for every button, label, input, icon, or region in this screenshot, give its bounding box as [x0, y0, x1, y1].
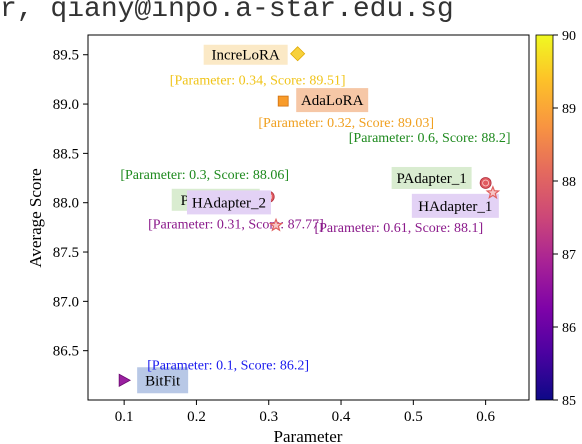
- circle-marker-ring: [482, 179, 490, 187]
- label-background: [137, 367, 189, 394]
- point-bitfit: BitFit[Parameter: 0.1, Score: 86.2]: [118, 358, 309, 394]
- point-label: IncreLoRA: [211, 48, 279, 64]
- y-tick-label: 89.0: [53, 97, 79, 113]
- x-tick-label: 0.4: [332, 409, 351, 425]
- colorbar-tick-label: 86: [562, 321, 576, 336]
- y-axis: 86.5 87.0 87.5 88.0 88.5 89.0 89.5: [53, 48, 88, 360]
- star-marker: [268, 217, 284, 232]
- point-adalora: AdaLoRA [Parameter: 0.32, Score: 89.03]: [258, 88, 434, 131]
- point-label: AdaLoRA: [301, 93, 364, 109]
- point-increlora: IncreLoRA [Parameter: 0.34, Score: 89.51]: [170, 44, 346, 89]
- x-tick-label: 0.2: [187, 409, 206, 425]
- data-points: IncreLoRA [Parameter: 0.34, Score: 89.51]…: [118, 44, 511, 394]
- colorbar-tick-label: 87: [562, 248, 576, 263]
- x-tick-label: 0.5: [404, 409, 423, 425]
- x-axis: 0.1 0.2 0.3 0.4 0.5 0.6: [115, 400, 495, 425]
- x-tick-label: 0.1: [115, 409, 134, 425]
- colorbar: [535, 34, 554, 401]
- header-url: r, qiany@inpo.a-star.edu.sg: [0, 0, 454, 25]
- point-annotation: [Parameter: 0.32, Score: 89.03]: [258, 116, 434, 131]
- y-axis-label: Average Score: [26, 168, 45, 267]
- point-annotation: [Parameter: 0.34, Score: 89.51]: [170, 74, 346, 89]
- point-label: HAdapter_2: [192, 195, 266, 211]
- square-marker: [277, 95, 289, 107]
- y-tick-label: 88.5: [53, 146, 79, 162]
- point-label: HAdapter_1: [418, 199, 492, 215]
- point-annotation: [Parameter: 0.6, Score: 88.2]: [349, 131, 511, 146]
- colorbar-tick-label: 89: [562, 102, 576, 117]
- colorbar-tick-label: 88: [562, 175, 576, 190]
- y-tick-label: 89.5: [53, 48, 79, 64]
- colorbar-axis: 85 86 87 88 89 90: [553, 29, 576, 409]
- point-hadapter-2: HAdapter_2 [Parameter: 0.31, Score: 87.77…: [148, 190, 324, 232]
- x-tick-label: 0.3: [259, 409, 278, 425]
- label-background: [296, 88, 369, 113]
- star-marker: [485, 185, 501, 200]
- y-tick-label: 87.0: [53, 294, 79, 310]
- colorbar-tick-label: 90: [562, 29, 576, 44]
- label-background: [391, 166, 472, 189]
- x-axis-label: Parameter: [274, 427, 343, 444]
- point-annotation: [Parameter: 0.3, Score: 88.06]: [120, 168, 289, 183]
- y-tick-label: 86.5: [53, 344, 79, 360]
- label-background: [203, 44, 288, 65]
- plot-frame: [87, 34, 530, 401]
- circle-marker: [479, 177, 492, 189]
- y-tick-label: 88.0: [53, 196, 79, 212]
- point-label: BitFit: [145, 373, 181, 389]
- point-annotation: [Parameter: 0.61, Score: 88.1]: [314, 221, 483, 236]
- label-background: [411, 193, 499, 218]
- point-padapter-1: PAdapter_1 [Parameter: 0.6, Score: 88.2]: [349, 131, 511, 189]
- triangle-marker: [118, 373, 131, 387]
- diamond-marker: [290, 46, 306, 62]
- point-annotation: [Parameter: 0.31, Score: 87.77]: [148, 217, 324, 232]
- colorbar-tick-label: 85: [562, 394, 576, 409]
- x-tick-label: 0.6: [476, 409, 495, 425]
- point-label: PAdapter_1: [396, 171, 466, 187]
- label-background: [186, 190, 271, 215]
- y-tick-label: 87.5: [53, 245, 79, 261]
- point-hadapter-1: HAdapter_1 [Parameter: 0.61, Score: 88.1]: [314, 185, 501, 236]
- point-annotation: [Parameter: 0.1, Score: 86.2]: [147, 358, 309, 373]
